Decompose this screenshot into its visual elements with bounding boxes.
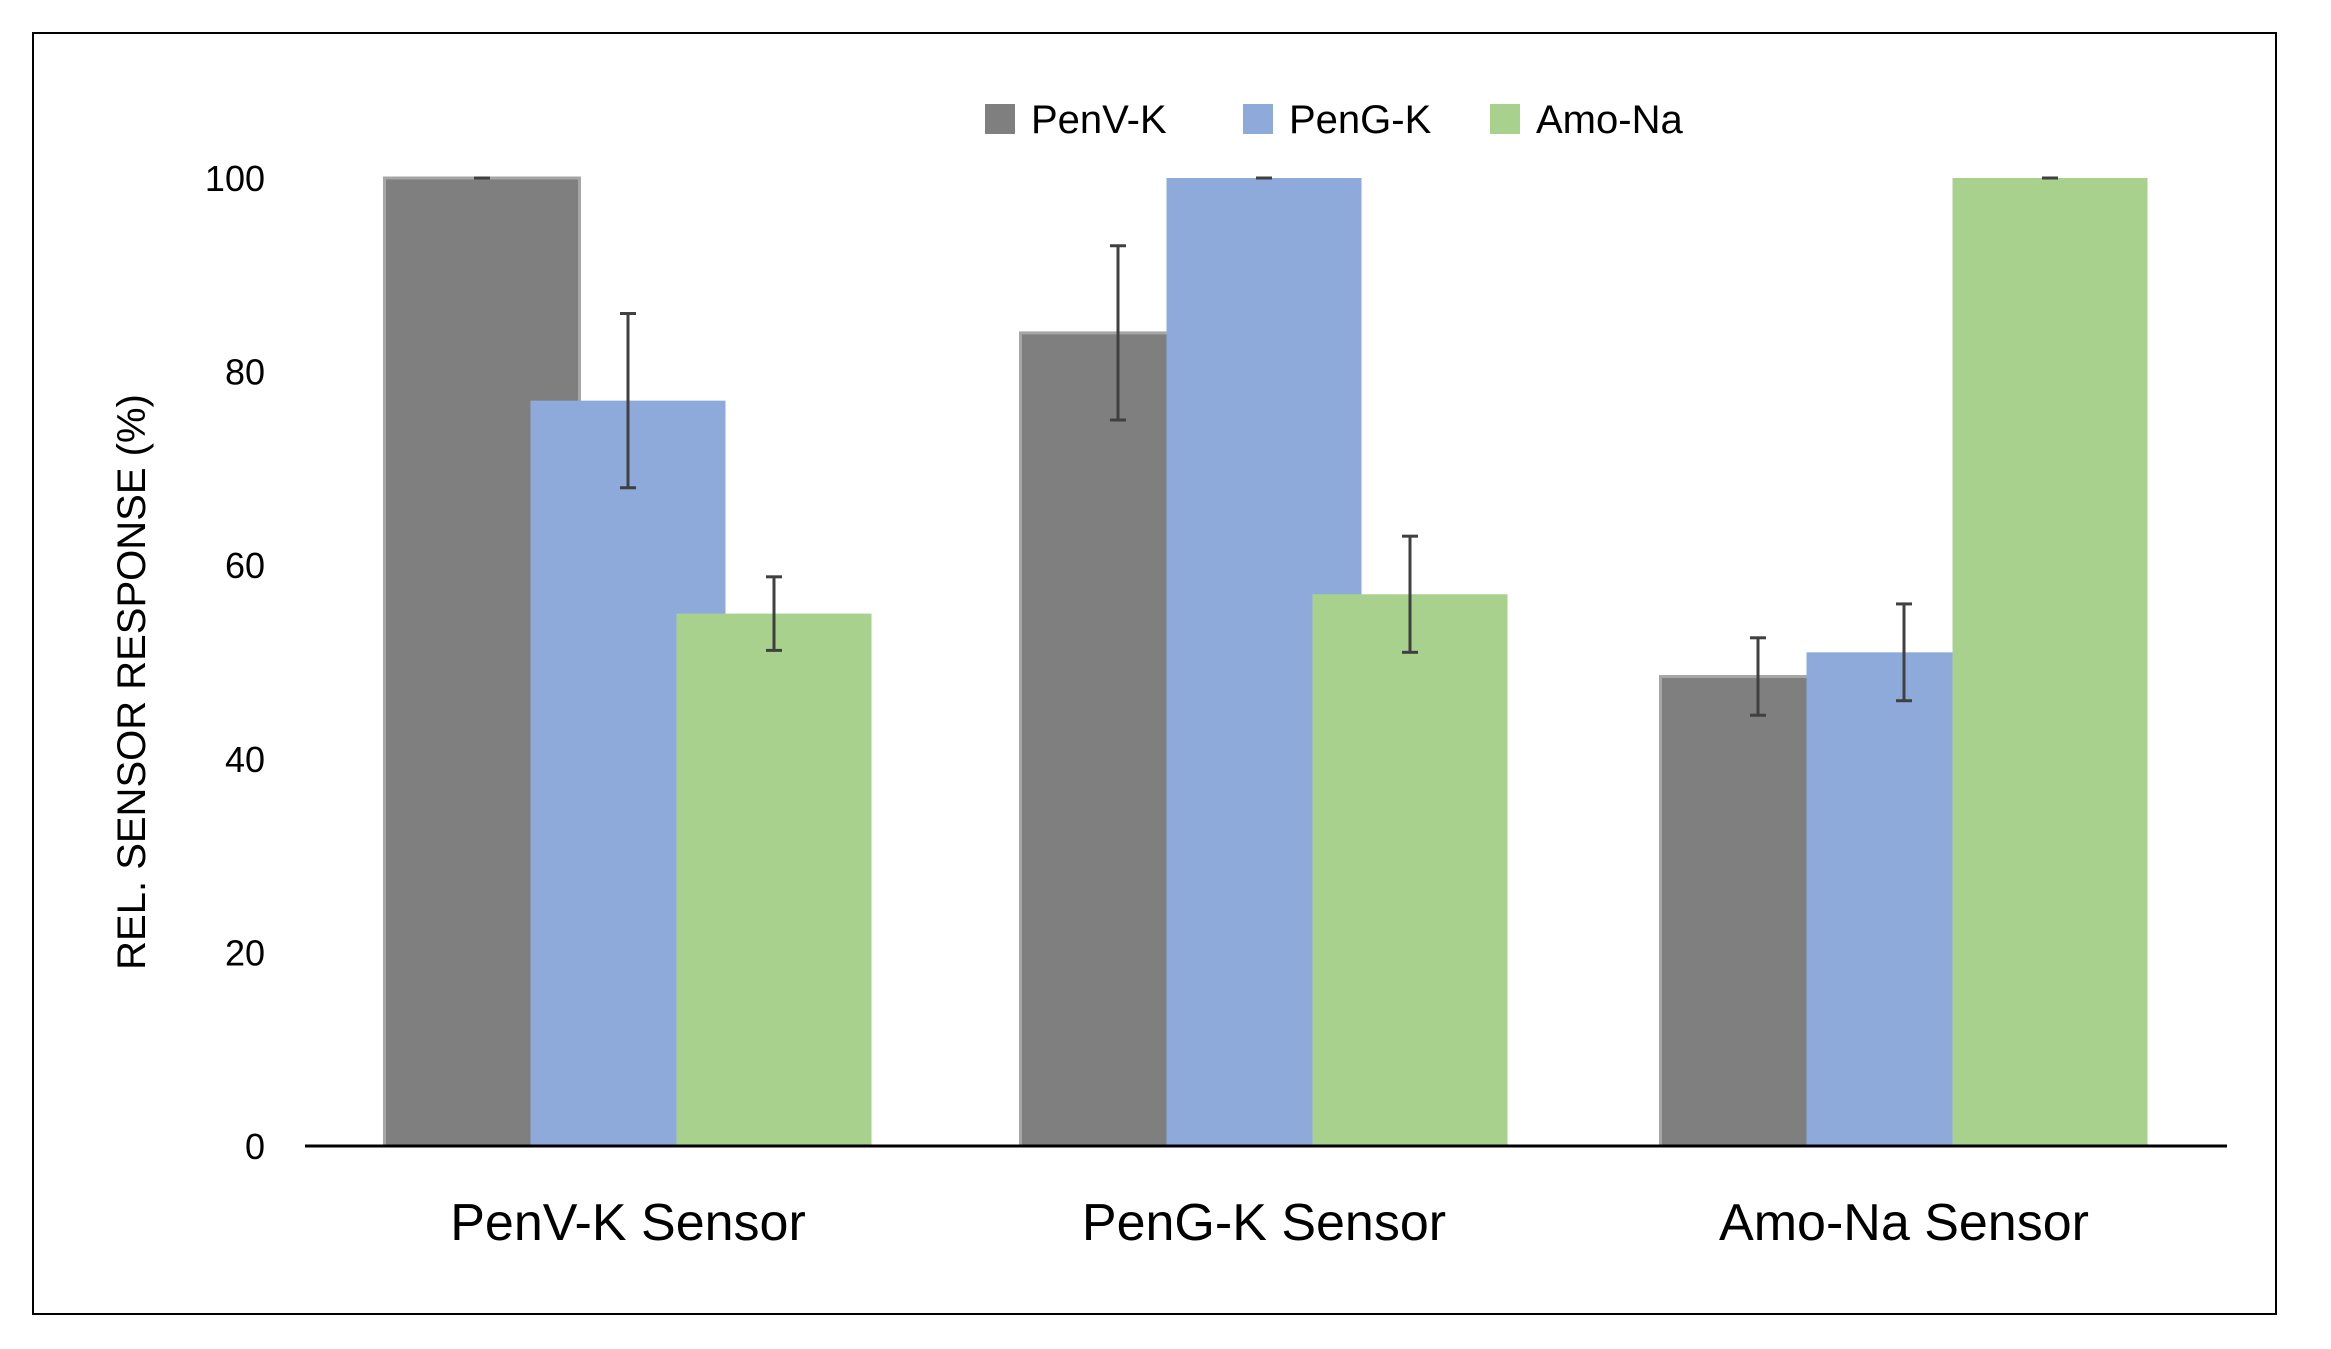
y-tick-label: 20 [225,932,265,973]
error-bar [1750,636,1766,717]
y-tick-label: 0 [245,1126,265,1167]
y-axis-title: REL. SENSOR RESPONSE (%) [110,394,154,970]
error-bar [1402,534,1418,654]
legend-label: Amo-Na [1536,98,1683,142]
legend-label: PenG-K [1289,98,1432,142]
y-axis-ticks: 0 20 40 60 80 100 [205,158,265,1167]
bars [383,176,2148,1148]
bar-amo-na-2 [1952,178,2148,1146]
bar-amo-na-0 [676,613,872,1146]
error-bar [766,575,782,652]
legend-item: PenG-K [1243,98,1432,142]
category-label: Amo-Na Sensor [1719,1194,2089,1252]
bar-amo-na-1 [1312,594,1508,1146]
category-label: PenV-K Sensor [450,1194,806,1252]
y-tick-label: 60 [225,545,265,586]
legend-swatch [1490,104,1520,134]
legend: PenV-K PenG-K Amo-Na [985,98,1683,142]
y-tick-label: 80 [225,352,265,393]
legend-swatch [985,104,1015,134]
y-tick-label: 100 [205,158,265,199]
error-bars [474,176,2058,717]
category-label: PenG-K Sensor [1082,1194,1446,1252]
category-labels: PenV-K Sensor PenG-K Sensor Amo-Na Sensor [450,1194,2089,1252]
error-bar [1896,602,1912,703]
error-bar [1110,244,1126,422]
legend-label: PenV-K [1031,98,1167,142]
legend-item: Amo-Na [1490,98,1683,142]
y-tick-label: 40 [225,739,265,780]
legend-item: PenV-K [985,98,1167,142]
legend-swatch [1243,104,1273,134]
error-bar [620,312,636,490]
